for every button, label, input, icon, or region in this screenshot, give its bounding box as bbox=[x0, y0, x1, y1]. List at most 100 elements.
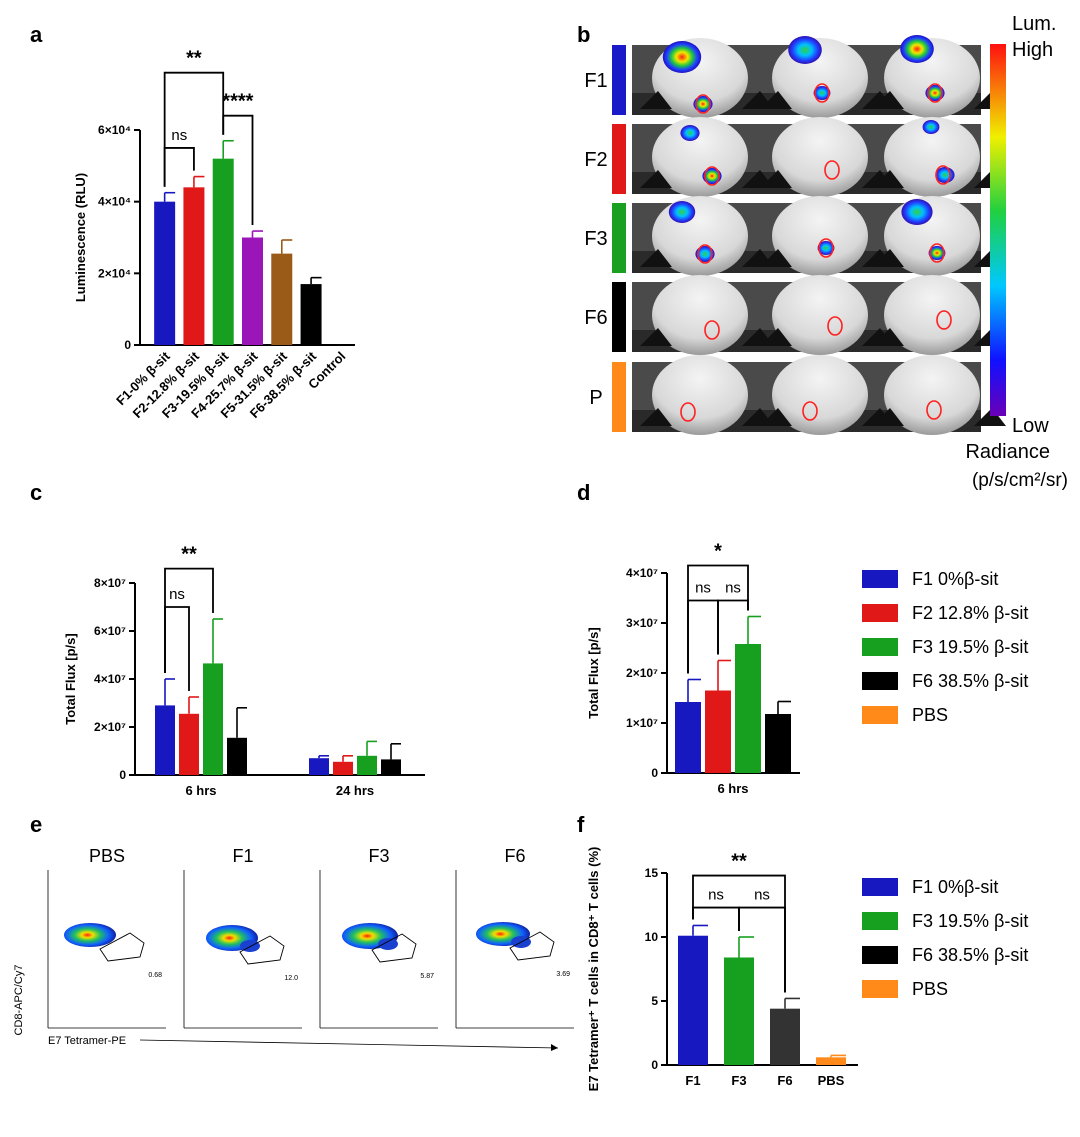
tetramer-gate bbox=[239, 935, 285, 965]
flow-population bbox=[64, 923, 116, 947]
significance-label: ns bbox=[169, 586, 185, 603]
bioluminescence-signal bbox=[788, 36, 822, 64]
roi-circle bbox=[824, 160, 840, 180]
significance-bracket bbox=[687, 564, 749, 674]
mouse-body bbox=[772, 275, 868, 355]
roi-circle bbox=[818, 238, 834, 258]
legend-label: F1 0%β-sit bbox=[912, 877, 998, 897]
significance-label: ** bbox=[731, 851, 747, 873]
bar-a bbox=[271, 253, 293, 345]
row-label: F1 bbox=[584, 70, 607, 92]
row-color-bar bbox=[612, 124, 626, 194]
y-axis-label: Luminescence (RLU) bbox=[73, 173, 88, 302]
mouse-body bbox=[884, 117, 980, 197]
legend-swatch bbox=[862, 604, 898, 622]
chart-d: 0 1×10⁷ 2×10⁷ 3×10⁷ 4×10⁷ Total Flux [p/s] 6 h… bbox=[586, 541, 800, 796]
significance-bracket bbox=[687, 599, 719, 674]
mouse-paw bbox=[760, 408, 792, 426]
significance-label: ns bbox=[695, 580, 711, 597]
legend-label: F3 19.5% β-sit bbox=[912, 637, 1028, 657]
flow-sample-label: F3 bbox=[368, 846, 389, 866]
mouse-body bbox=[652, 355, 748, 435]
mouse-paw bbox=[872, 408, 904, 426]
mouse-paw bbox=[760, 328, 792, 346]
flow-ylabel: CD8-APC/Cy7 bbox=[13, 965, 25, 1036]
bioluminescence-signal bbox=[693, 96, 713, 112]
roi-circle bbox=[802, 401, 818, 421]
x-tick-label: F6 bbox=[777, 1073, 792, 1088]
bar-f bbox=[770, 1008, 800, 1065]
bioluminescence-signal bbox=[922, 120, 940, 134]
significance-bracket bbox=[163, 147, 195, 187]
y-tick-label: 6×10⁷ bbox=[94, 624, 126, 638]
significance-label: * bbox=[714, 541, 722, 563]
row-color-bar bbox=[612, 203, 626, 273]
mouse-body bbox=[884, 355, 980, 435]
bar-c bbox=[357, 755, 377, 775]
legend-f: F1 0%β-sit F3 19.5% β-sit F6 38.5% β-sit PB… bbox=[862, 877, 1028, 999]
bar-a bbox=[212, 158, 234, 345]
row-label: F2 bbox=[584, 149, 607, 171]
panel-label-f: f bbox=[577, 812, 585, 837]
mouse-paw bbox=[640, 249, 672, 267]
mouse-paw bbox=[760, 170, 792, 188]
bar-c bbox=[179, 713, 199, 775]
scale-unit-radiance: Radiance bbox=[965, 441, 1050, 463]
bioluminescence-signal bbox=[668, 201, 696, 223]
mouse-body bbox=[772, 117, 868, 197]
roi-circle bbox=[827, 316, 843, 336]
bar-f bbox=[678, 935, 708, 1065]
flow-axis-arrowhead bbox=[551, 1044, 558, 1051]
gate-percentage: 0.68 bbox=[148, 972, 162, 979]
legend-swatch bbox=[862, 672, 898, 690]
significance-label: **** bbox=[222, 91, 253, 113]
panel-label-a: a bbox=[30, 22, 43, 47]
roi-circle bbox=[935, 165, 951, 185]
legend-label: F1 0%β-sit bbox=[912, 569, 998, 589]
legend-swatch bbox=[862, 878, 898, 896]
roi-circle bbox=[680, 402, 696, 422]
y-tick-label: 3×10⁷ bbox=[626, 616, 658, 630]
chart-c: 0 2×10⁷ 4×10⁷ 6×10⁷ 8×10⁷ Total Flux [p/s] 6 h… bbox=[63, 544, 425, 798]
row-label: F3 bbox=[584, 228, 607, 250]
y-tick-label: 2×10⁴ bbox=[98, 266, 131, 280]
mouse-paw bbox=[760, 91, 792, 109]
bar-d bbox=[735, 644, 761, 773]
mouse-body bbox=[652, 275, 748, 355]
y-tick-label: 10 bbox=[645, 930, 659, 944]
row-color-bar bbox=[612, 45, 626, 115]
mouse-body bbox=[884, 275, 980, 355]
legend-label: F6 38.5% β-sit bbox=[912, 671, 1028, 691]
flow-sample-label: PBS bbox=[89, 846, 125, 866]
y-axis-label: E7 Tetramer⁺ T cells in CD8⁺ T cells (%) bbox=[586, 847, 601, 1092]
bioluminescence-signal bbox=[925, 85, 945, 101]
mouse-paw bbox=[872, 91, 904, 109]
gate-percentage: 3.69 bbox=[556, 971, 570, 978]
x-tick-label: F1 bbox=[685, 1073, 700, 1088]
mouse-paw bbox=[872, 328, 904, 346]
roi-circle bbox=[936, 310, 952, 330]
y-tick-label: 0 bbox=[651, 1058, 658, 1072]
scale-high-label: High bbox=[1012, 39, 1053, 61]
bar-a bbox=[300, 284, 322, 345]
bar-c bbox=[333, 761, 353, 775]
roi-circle bbox=[926, 400, 942, 420]
roi-circle bbox=[814, 83, 830, 103]
legend-label: F2 12.8% β-sit bbox=[912, 603, 1028, 623]
bar-c bbox=[227, 737, 247, 775]
gate-percentage: 12.0 bbox=[284, 975, 298, 982]
significance-label: ns bbox=[725, 580, 741, 597]
bioluminescence-signal bbox=[680, 125, 700, 141]
mouse-paw bbox=[640, 328, 672, 346]
x-group-label: 24 hrs bbox=[336, 783, 374, 798]
y-tick-label: 2×10⁷ bbox=[626, 666, 658, 680]
y-tick-label: 4×10⁷ bbox=[626, 566, 658, 580]
legend-swatch bbox=[862, 706, 898, 724]
y-tick-label: 4×10⁷ bbox=[94, 672, 126, 686]
significance-label: ns bbox=[171, 127, 187, 144]
mouse-paw bbox=[640, 408, 672, 426]
bioluminescence-signal bbox=[817, 241, 835, 255]
flow-xlabel: E7 Tetramer-PE bbox=[48, 1035, 126, 1047]
flow-sample-label: F1 bbox=[232, 846, 253, 866]
